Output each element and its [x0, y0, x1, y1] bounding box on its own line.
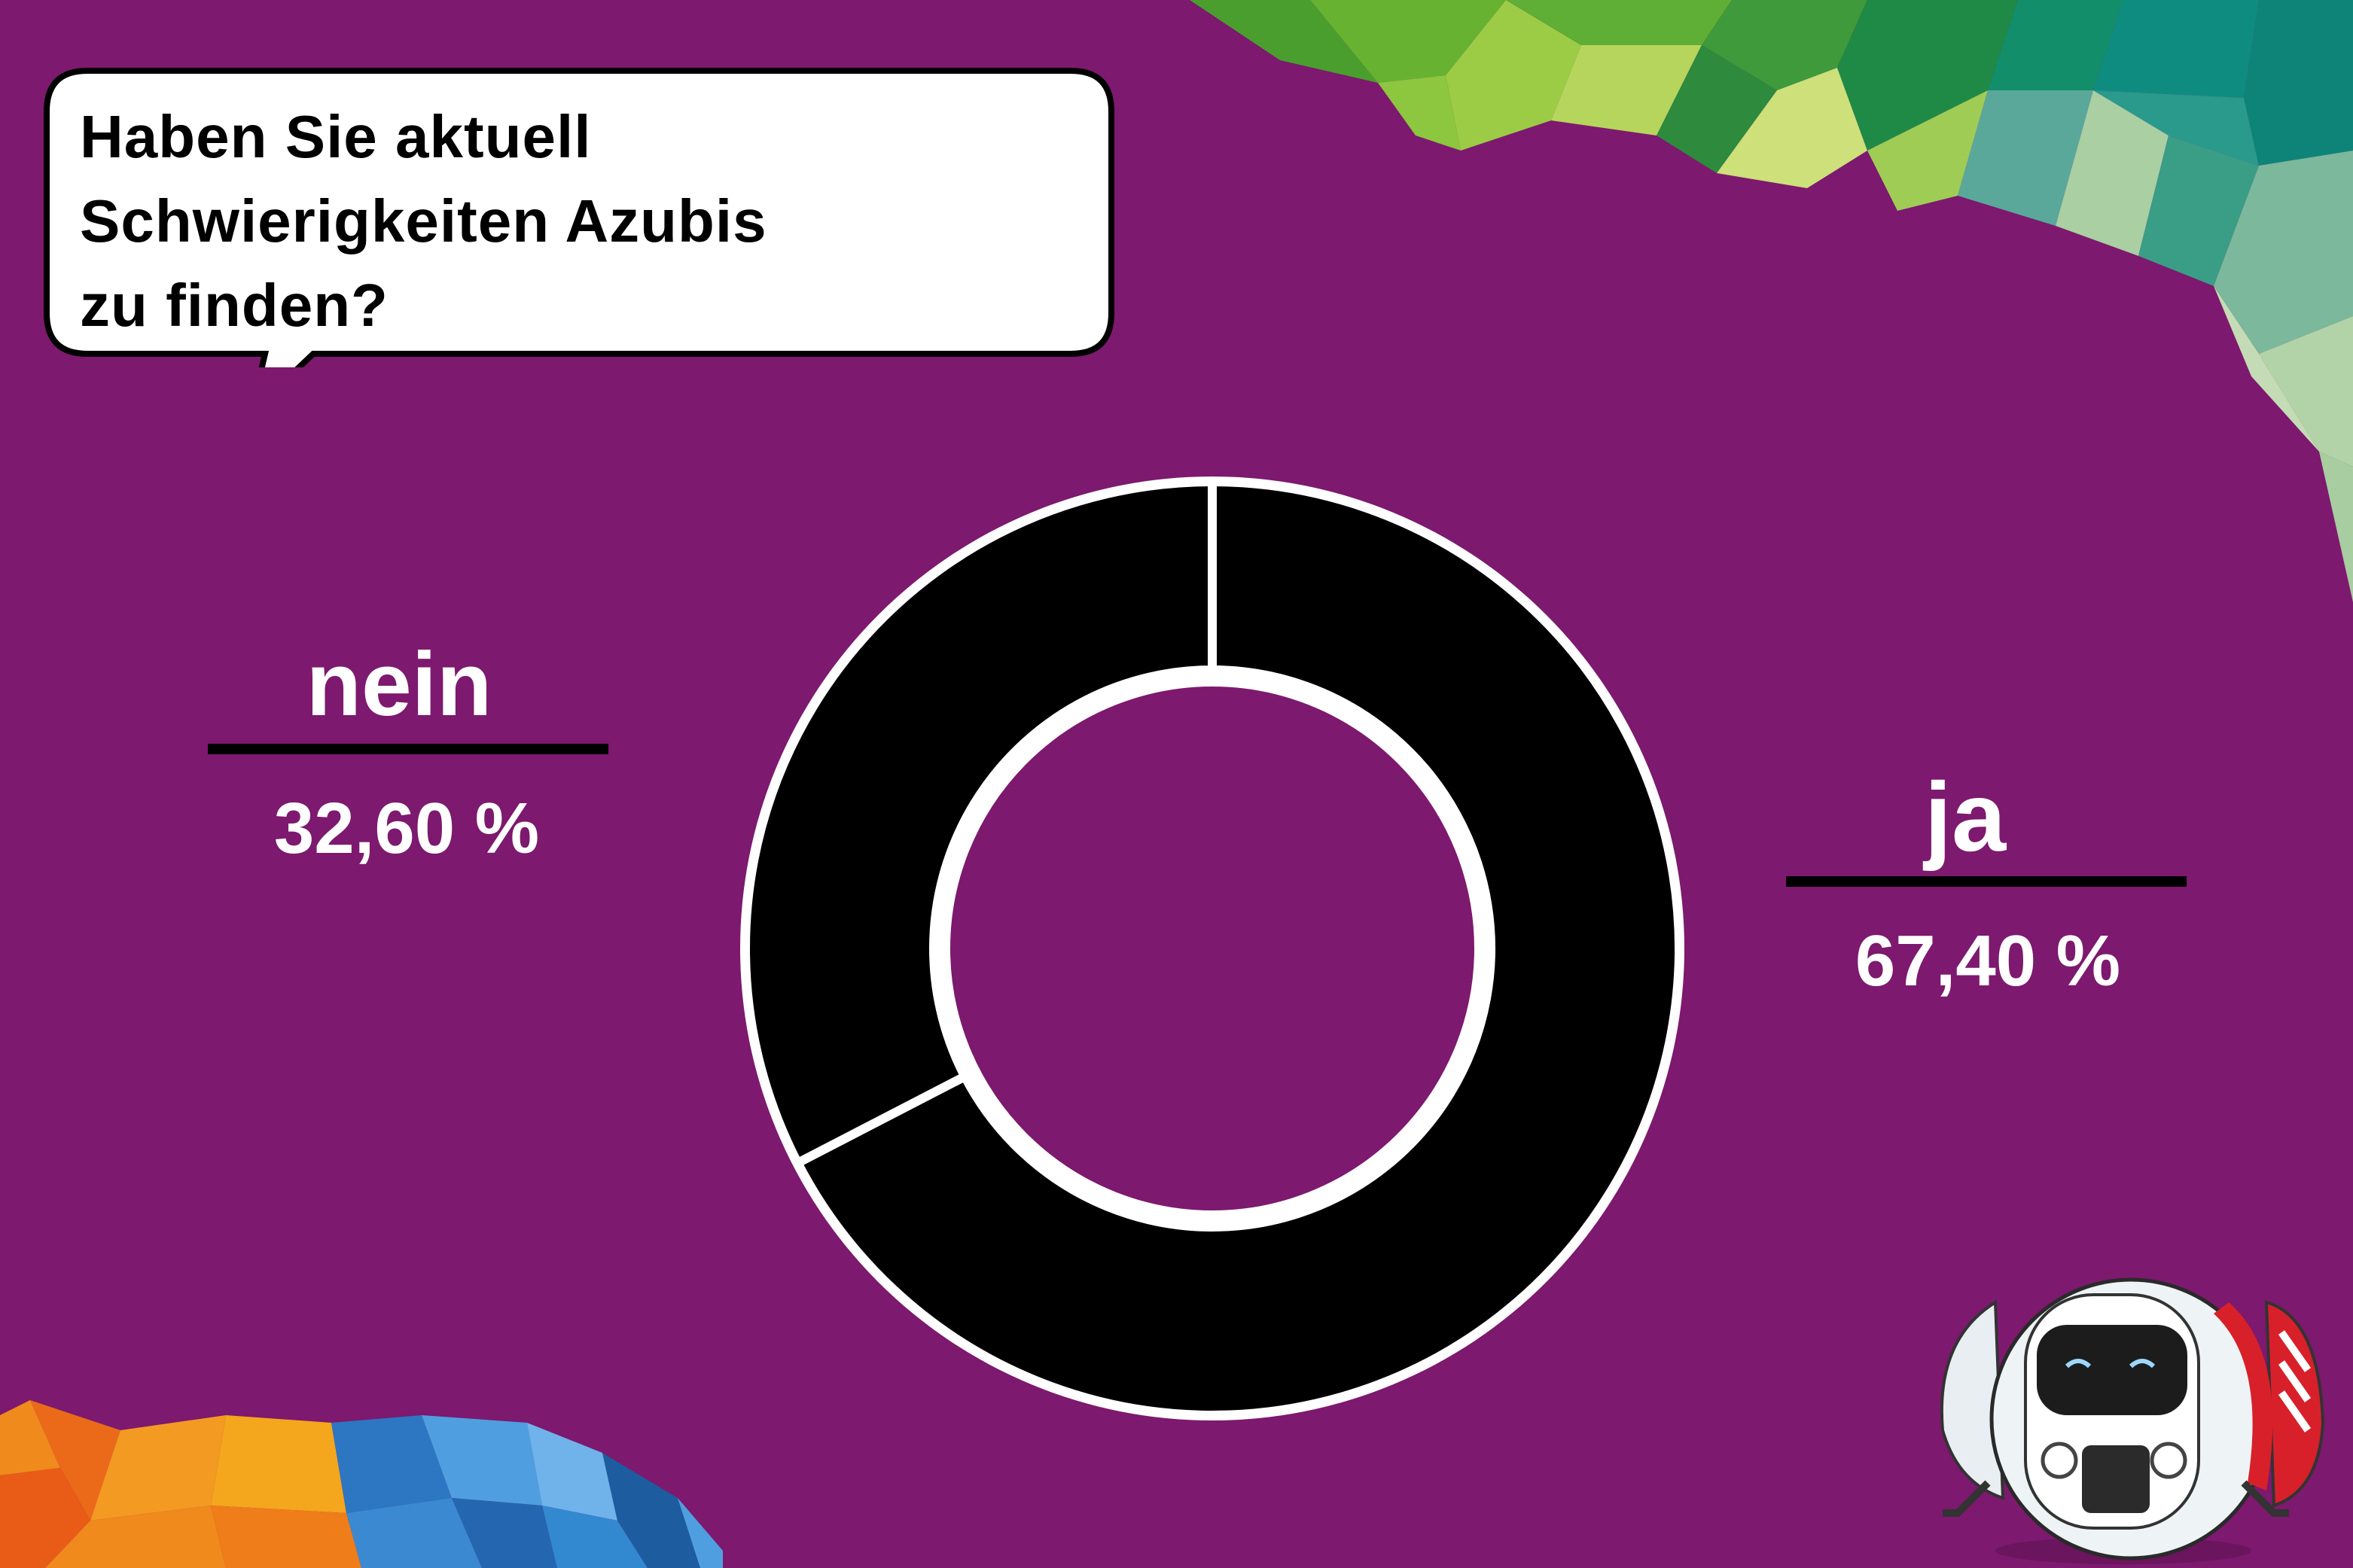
ja-underline	[1786, 876, 2187, 887]
donut-chart	[740, 476, 1684, 1420]
robot-mascot	[1940, 1277, 2325, 1564]
nein-label: nein	[306, 634, 492, 735]
question-text: Haben Sie aktuell Schwierigkeiten Azubis…	[80, 95, 1096, 348]
nein-percent: 32,60 %	[273, 788, 540, 869]
top-right-polygon-decoration	[1190, 0, 2353, 602]
nein-underline	[208, 744, 608, 754]
question-line-1: Haben Sie aktuell	[80, 103, 592, 170]
ja-percent: 67,40 %	[1855, 921, 2121, 1001]
donut-hole	[932, 668, 1492, 1229]
bottom-left-polygon-decoration	[0, 1400, 723, 1568]
speech-bubble	[44, 68, 1114, 367]
question-line-2: Schwierigkeiten Azubis	[80, 187, 767, 254]
ja-label: ja	[1924, 762, 2007, 872]
question-line-3: zu finden?	[80, 272, 389, 339]
